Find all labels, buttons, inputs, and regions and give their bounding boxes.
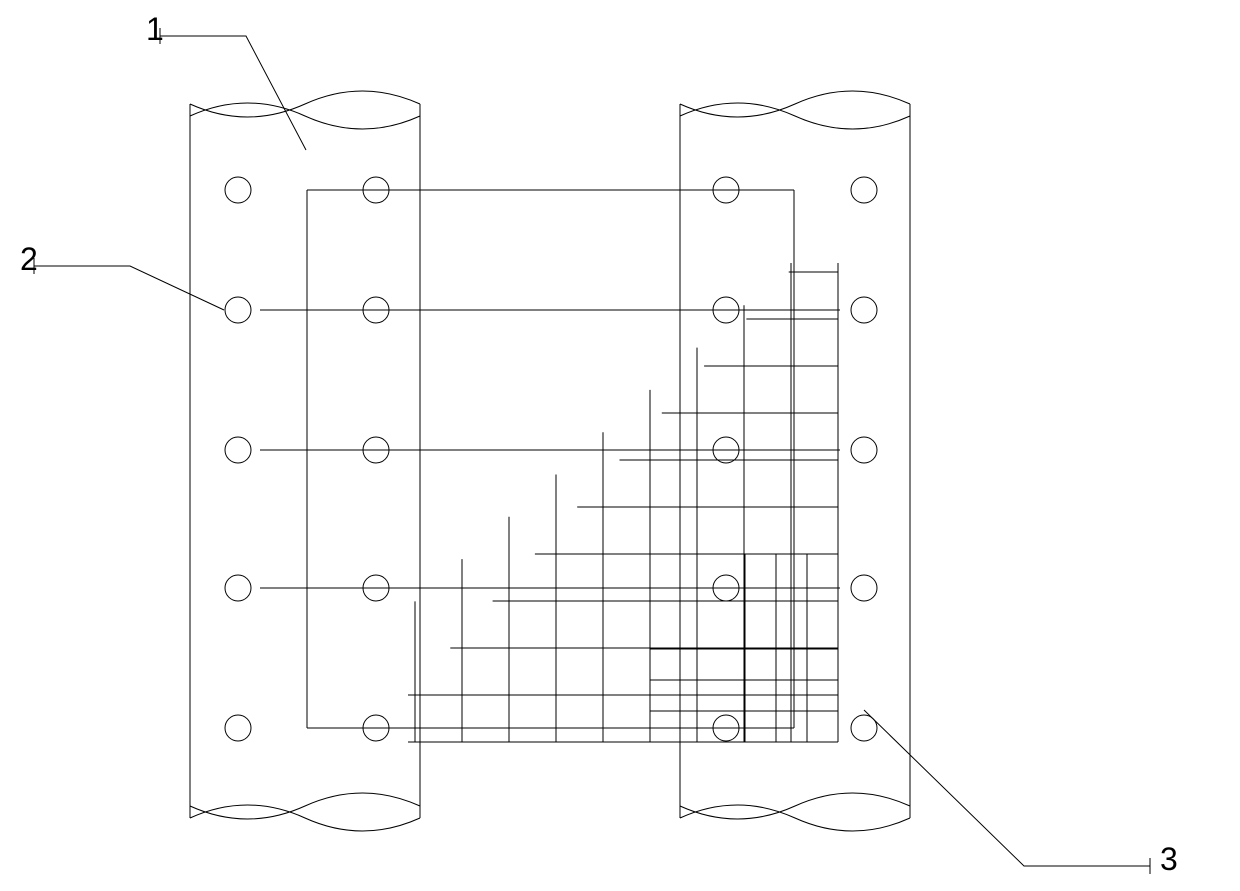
label-1: 1 [146, 11, 306, 150]
technical-diagram: 1 2 3 [0, 0, 1240, 891]
hole-circle [225, 297, 251, 323]
hole-circles [225, 177, 877, 741]
label-text-1: 1 [146, 11, 164, 47]
hole-circle [225, 177, 251, 203]
hole-circle [851, 437, 877, 463]
label-2: 2 [20, 241, 224, 310]
hole-circle [851, 297, 877, 323]
hole-circle [225, 715, 251, 741]
label-text-3: 3 [1160, 841, 1178, 877]
hole-circle [851, 177, 877, 203]
label-text-2: 2 [20, 241, 38, 277]
label-3: 3 [864, 710, 1178, 877]
hole-circle [225, 437, 251, 463]
hole-circle [225, 575, 251, 601]
hole-circle [851, 575, 877, 601]
